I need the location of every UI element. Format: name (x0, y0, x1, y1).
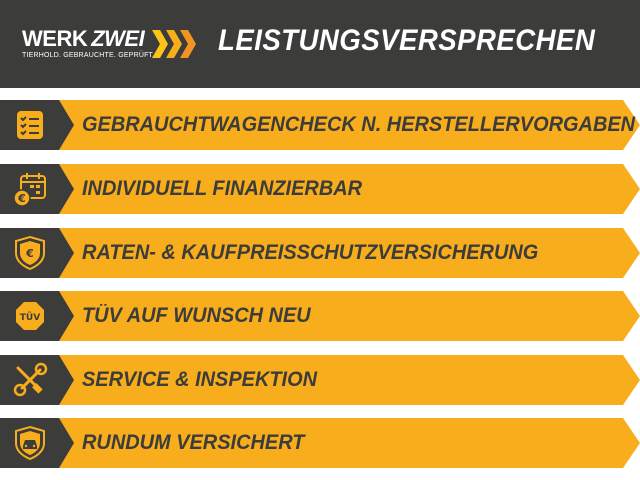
logo-werk: WERK (22, 26, 88, 51)
svg-text:€: € (17, 192, 26, 205)
item-label: INDIVIDUELL FINANZIERBAR (82, 177, 363, 200)
item-label: GEBRAUCHTWAGENCHECK N. HERSTELLERVORGABE… (82, 113, 636, 136)
shield-car-icon (15, 425, 45, 461)
wrench-screwdriver-icon (13, 362, 48, 397)
list-item: € RATEN- & KAUFPREISSCHUTZVERSICHERUNG (0, 228, 640, 278)
shield-euro-icon: € (15, 235, 45, 271)
tuv-badge-icon: TÜV (16, 302, 44, 330)
page-title: LEISTUNGSVERSPRECHEN (218, 24, 596, 57)
list-item: RUNDUM VERSICHERT (0, 418, 640, 468)
item-label: RATEN- & KAUFPREISSCHUTZVERSICHERUNG (82, 241, 539, 264)
svg-text:€: € (25, 247, 34, 260)
calendar-euro-icon: € (13, 173, 46, 207)
list-item: TÜV TÜV AUF WUNSCH NEU (0, 291, 640, 341)
chevrons-icon (152, 30, 196, 58)
header: WERK ZWEI TIERHOLD. GEBRAUCHTE. GEPRÜFT. … (0, 0, 640, 88)
logo-zwei: ZWEI (91, 26, 145, 51)
logo[interactable]: WERK ZWEI TIERHOLD. GEBRAUCHTE. GEPRÜFT. (22, 28, 154, 60)
list-item: GEBRAUCHTWAGENCHECK N. HERSTELLERVORGABE… (0, 100, 640, 150)
list-item: € INDIVIDUELL FINANZIERBAR (0, 164, 640, 214)
checklist-icon (17, 111, 43, 139)
item-label: TÜV AUF WUNSCH NEU (82, 304, 311, 327)
item-label: SERVICE & INSPEKTION (82, 368, 318, 391)
list-item: SERVICE & INSPEKTION (0, 355, 640, 405)
svg-text:TÜV: TÜV (20, 312, 40, 323)
logo-tagline: TIERHOLD. GEBRAUCHTE. GEPRÜFT. (22, 52, 155, 59)
item-label: RUNDUM VERSICHERT (82, 431, 305, 454)
